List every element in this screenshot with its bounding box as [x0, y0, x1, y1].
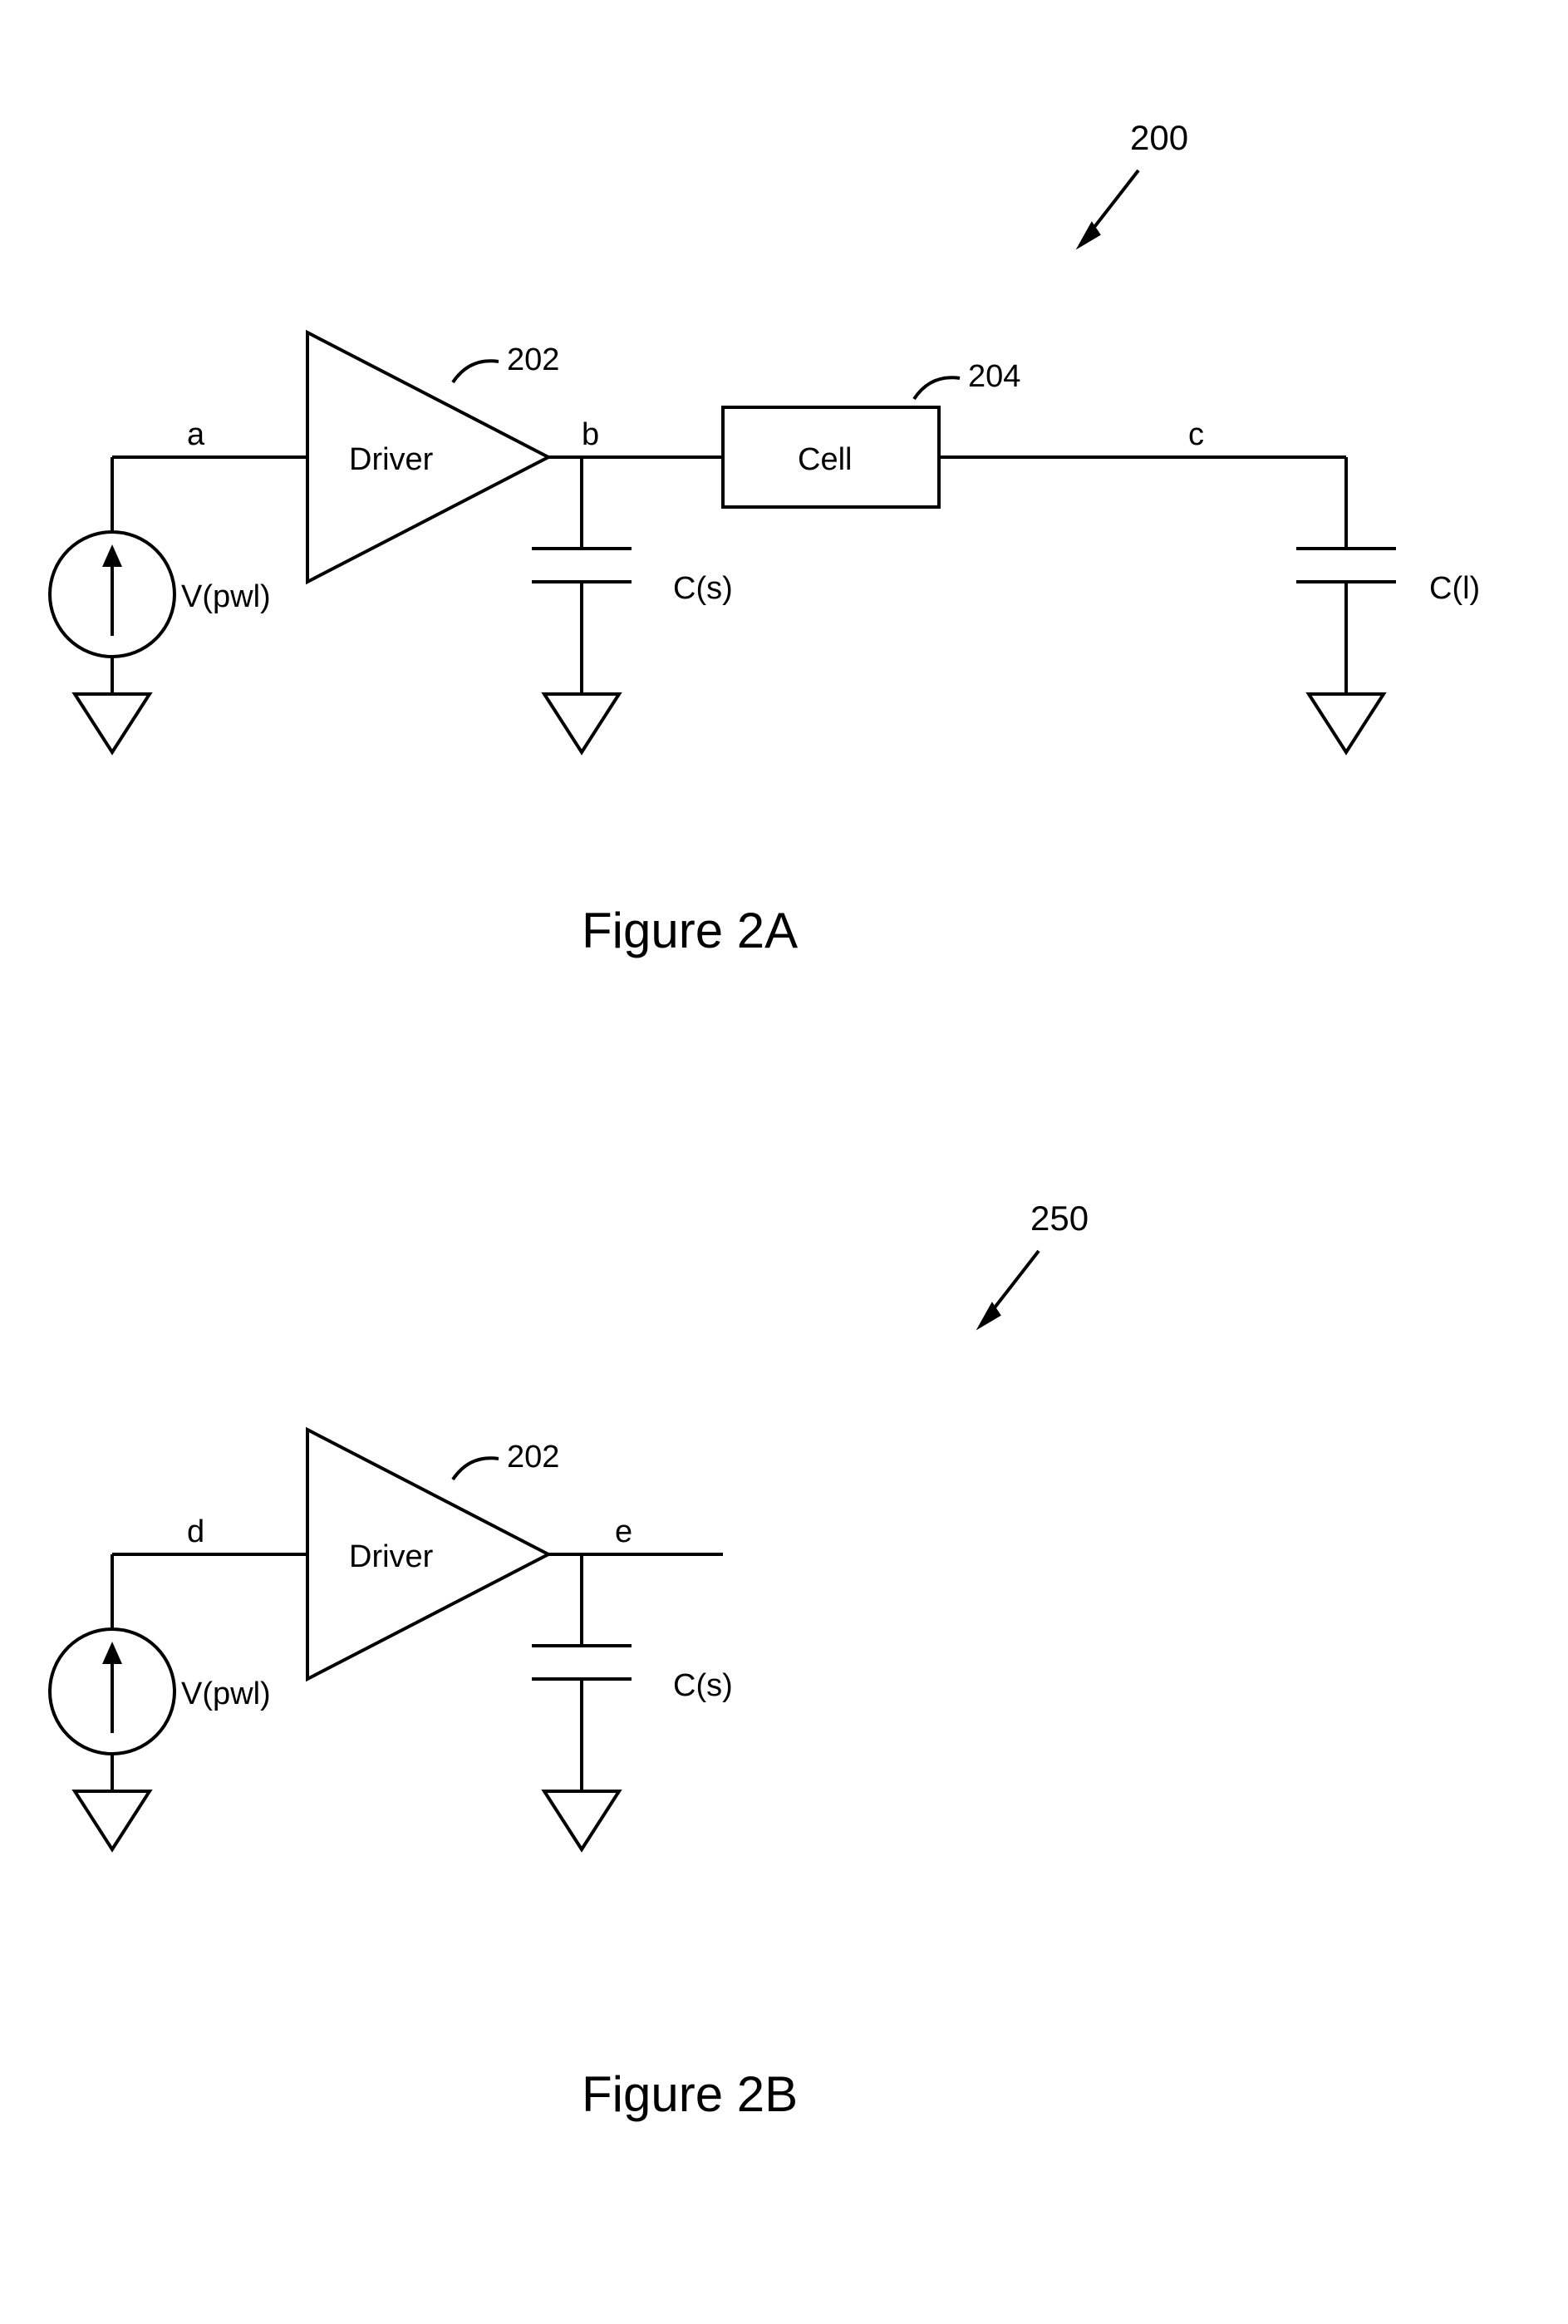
- driver-a-label: Driver: [349, 442, 434, 477]
- figure-a-ref-arrow: [1080, 170, 1138, 245]
- cell-a-label: Cell: [798, 442, 852, 477]
- ground-a-cs: [544, 694, 619, 752]
- node-d-label: d: [187, 1514, 204, 1549]
- driver-b-callout-line: [453, 1458, 499, 1480]
- cap-cs-a-label: C(s): [673, 571, 733, 606]
- figure-b-caption: Figure 2B: [582, 2066, 798, 2122]
- figure-b-ref-arrow: [981, 1251, 1039, 1326]
- voltage-source-b: V(pwl): [50, 1629, 271, 1754]
- driver-a-callout-line: [453, 361, 499, 382]
- cell-a: Cell 204: [723, 359, 1020, 507]
- page: 200 Driver 202 a V(pwl): [0, 0, 1568, 2324]
- voltage-source-a: V(pwl): [50, 532, 271, 657]
- cap-cs-b: C(s): [532, 1646, 733, 1703]
- figure-b: 250 Driver 202 d V(pwl) e: [50, 1199, 1089, 2122]
- voltage-source-b-label: V(pwl): [181, 1677, 271, 1711]
- driver-b-label: Driver: [349, 1539, 434, 1574]
- cell-a-callout: 204: [968, 359, 1020, 394]
- cap-cl-a-label: C(l): [1429, 571, 1480, 606]
- figure-b-ref-label: 250: [1030, 1199, 1089, 1238]
- ground-b-cs: [544, 1791, 619, 1849]
- driver-a: Driver 202: [307, 332, 559, 582]
- voltage-source-a-label: V(pwl): [181, 579, 271, 614]
- driver-a-callout: 202: [507, 342, 559, 377]
- driver-b: Driver 202: [307, 1430, 559, 1679]
- cap-cl-a: C(l): [1296, 549, 1480, 606]
- node-e-label: e: [615, 1514, 632, 1549]
- ground-a-src: [75, 694, 150, 752]
- cell-a-callout-line: [914, 377, 960, 399]
- node-b-label: b: [582, 417, 599, 452]
- node-c-label: c: [1188, 417, 1204, 452]
- ground-b-src: [75, 1791, 150, 1849]
- figure-a: 200 Driver 202 a V(pwl): [50, 118, 1480, 958]
- figure-a-caption: Figure 2A: [582, 903, 798, 958]
- cap-cs-b-label: C(s): [673, 1668, 733, 1703]
- ground-a-cl: [1309, 694, 1384, 752]
- cap-cs-a: C(s): [532, 549, 733, 606]
- schematic-svg: 200 Driver 202 a V(pwl): [0, 0, 1568, 2324]
- node-a-label: a: [187, 417, 205, 452]
- driver-b-callout: 202: [507, 1440, 559, 1475]
- figure-a-ref-label: 200: [1130, 118, 1188, 157]
